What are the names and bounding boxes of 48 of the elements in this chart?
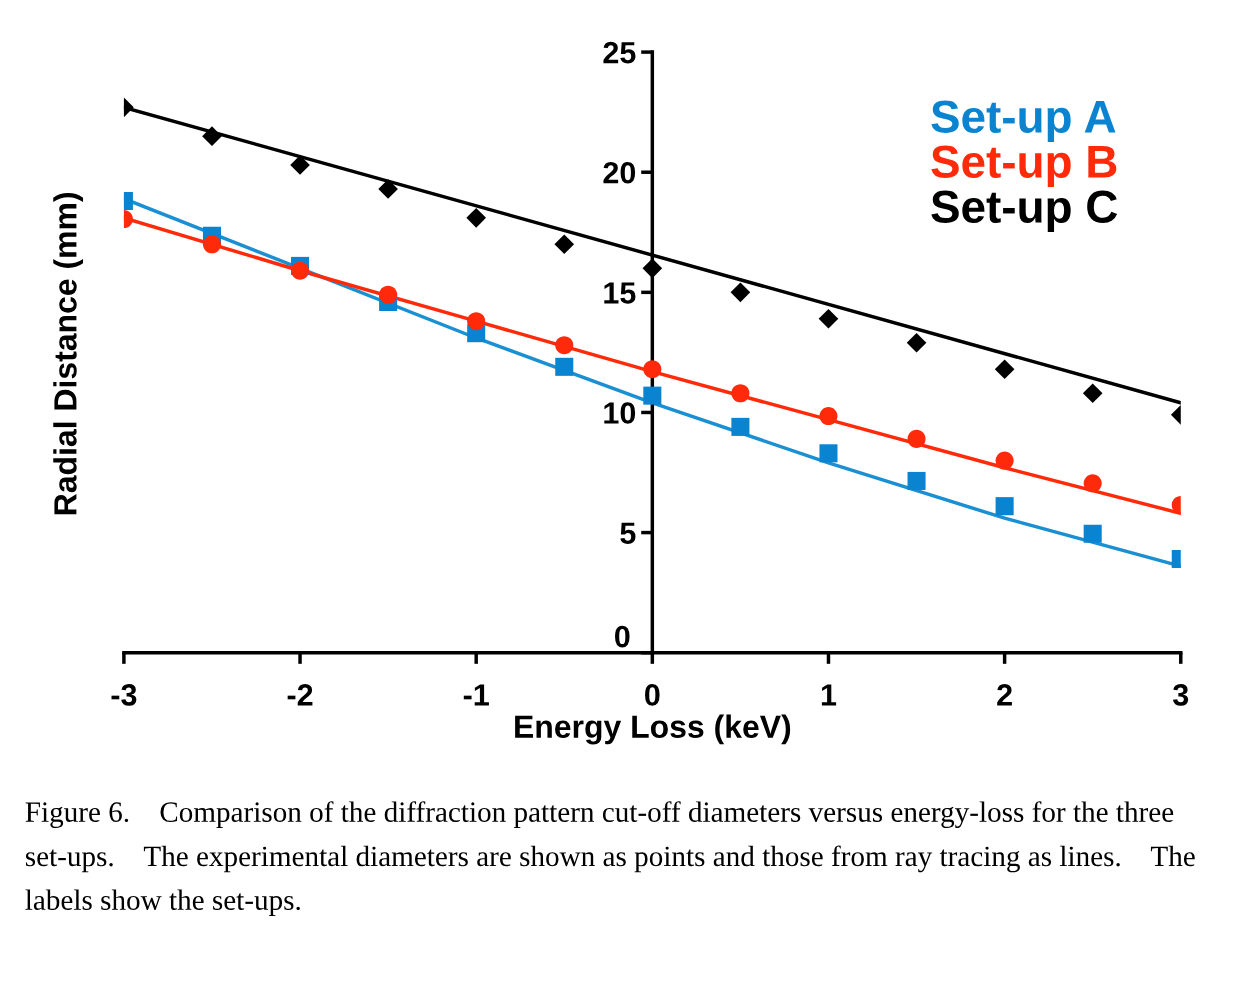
point	[202, 126, 222, 147]
point	[378, 179, 398, 199]
caption: Figure 6. Comparison of the diffraction pattern cut-off diameters versus energy-loss for the three set-ups. The experimental diameters are shown as points and those from ray tracing as lines. The labels show the set-ups.	[25, 801, 1195, 916]
x-axis-title: Energy Loss (keV)	[515, 714, 791, 745]
point	[202, 235, 221, 254]
point	[906, 332, 927, 353]
point	[555, 357, 574, 376]
point	[467, 312, 486, 331]
point	[731, 417, 750, 436]
point	[643, 360, 662, 379]
x-tick-label: -2	[287, 684, 313, 706]
text: Set-up A	[931, 100, 1116, 143]
point	[994, 359, 1015, 380]
point	[291, 261, 310, 280]
point	[379, 285, 398, 304]
point	[466, 208, 487, 228]
y-tick-label: 20	[603, 161, 636, 184]
x-tick-label: 1	[821, 684, 837, 706]
point	[1082, 383, 1103, 404]
point	[1083, 524, 1102, 543]
text: Set-up C	[931, 190, 1118, 233]
point	[907, 429, 926, 448]
point	[642, 258, 663, 279]
x-tick-label: -1	[463, 684, 489, 706]
y-tick-label: 25	[603, 41, 636, 64]
point	[730, 282, 751, 303]
text: Set-up B	[931, 145, 1117, 188]
x-tick-label: 3	[1172, 684, 1189, 706]
point	[290, 155, 310, 175]
y-tick-label: 0	[615, 625, 630, 648]
x-tick-label: 2	[997, 684, 1012, 706]
y-tick-label: 5	[620, 522, 636, 544]
x-tick-label: 0	[645, 684, 660, 706]
point	[554, 234, 575, 255]
point	[819, 407, 838, 426]
point	[819, 444, 838, 463]
point	[1083, 474, 1102, 493]
point	[818, 308, 839, 329]
y-axis-title: Radial Distance (mm)	[53, 193, 84, 515]
x-tick-label: -3	[111, 684, 137, 706]
point	[995, 451, 1014, 470]
y-tick-label: 15	[604, 282, 636, 304]
point	[995, 497, 1014, 516]
point	[907, 471, 926, 490]
point	[731, 384, 750, 403]
point	[643, 386, 662, 405]
point	[555, 336, 574, 355]
y-tick-label: 10	[604, 402, 636, 424]
